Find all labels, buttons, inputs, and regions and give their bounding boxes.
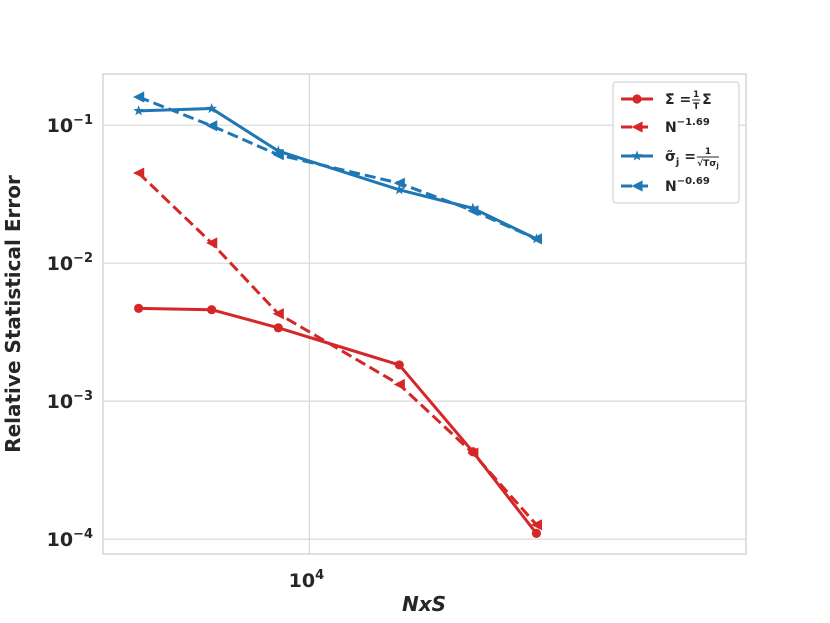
data-point <box>393 177 405 189</box>
data-point <box>272 145 284 156</box>
y-tick-label: 10−1 <box>47 113 93 137</box>
y-axis-ticks: 10−1 10−2 10−3 10−4 <box>47 113 93 551</box>
series-line <box>138 95 538 241</box>
data-point <box>467 205 479 217</box>
data-point <box>206 237 218 249</box>
x-axis-ticks: 104 <box>289 568 325 592</box>
x-tick-label: 104 <box>289 568 325 592</box>
series-4 <box>133 91 543 245</box>
data-point <box>393 184 405 195</box>
data-point <box>133 167 145 179</box>
y-tick-label: 10−4 <box>47 527 93 551</box>
legend-marker <box>631 150 643 161</box>
legend-frac-den: √Tσj <box>697 158 719 170</box>
data-point <box>133 105 144 116</box>
data-point <box>531 528 542 539</box>
series-line <box>137 171 538 526</box>
legend-label: N−1.69 <box>665 117 710 136</box>
data-point <box>273 323 283 333</box>
legend-label: N−0.69 <box>665 176 710 195</box>
data-point <box>207 305 217 315</box>
data-point <box>134 303 144 314</box>
data-point <box>530 519 543 531</box>
series-2 <box>133 167 543 531</box>
y-tick-label: 10−3 <box>47 389 93 413</box>
legend-label: σ̃j = <box>665 149 696 168</box>
legend-frac-num: 1 <box>705 147 711 157</box>
legend-frame <box>612 81 740 204</box>
data-point <box>272 149 284 161</box>
legend-label-tail: Σ <box>702 92 712 108</box>
data-point <box>206 102 217 114</box>
data-point <box>467 202 479 213</box>
legend-frac-num: 1 <box>693 90 699 100</box>
data-point <box>272 308 284 320</box>
y-axis-label: Relative Statistical Error <box>1 175 25 453</box>
data-point <box>394 360 404 370</box>
data-point <box>206 120 218 132</box>
y-tick-label: 10−2 <box>47 251 93 275</box>
data-point <box>530 233 543 245</box>
legend-frac-den: T <box>693 102 700 112</box>
legend-marker <box>631 121 643 133</box>
data-point <box>467 447 479 459</box>
legend-marker <box>632 94 642 104</box>
data-point <box>133 91 145 103</box>
data-point <box>393 378 405 391</box>
legend-label: Σ̃ = <box>665 92 691 108</box>
x-axis-label: NxS <box>402 592 446 616</box>
legend-marker <box>631 180 643 192</box>
series-group <box>133 91 543 539</box>
